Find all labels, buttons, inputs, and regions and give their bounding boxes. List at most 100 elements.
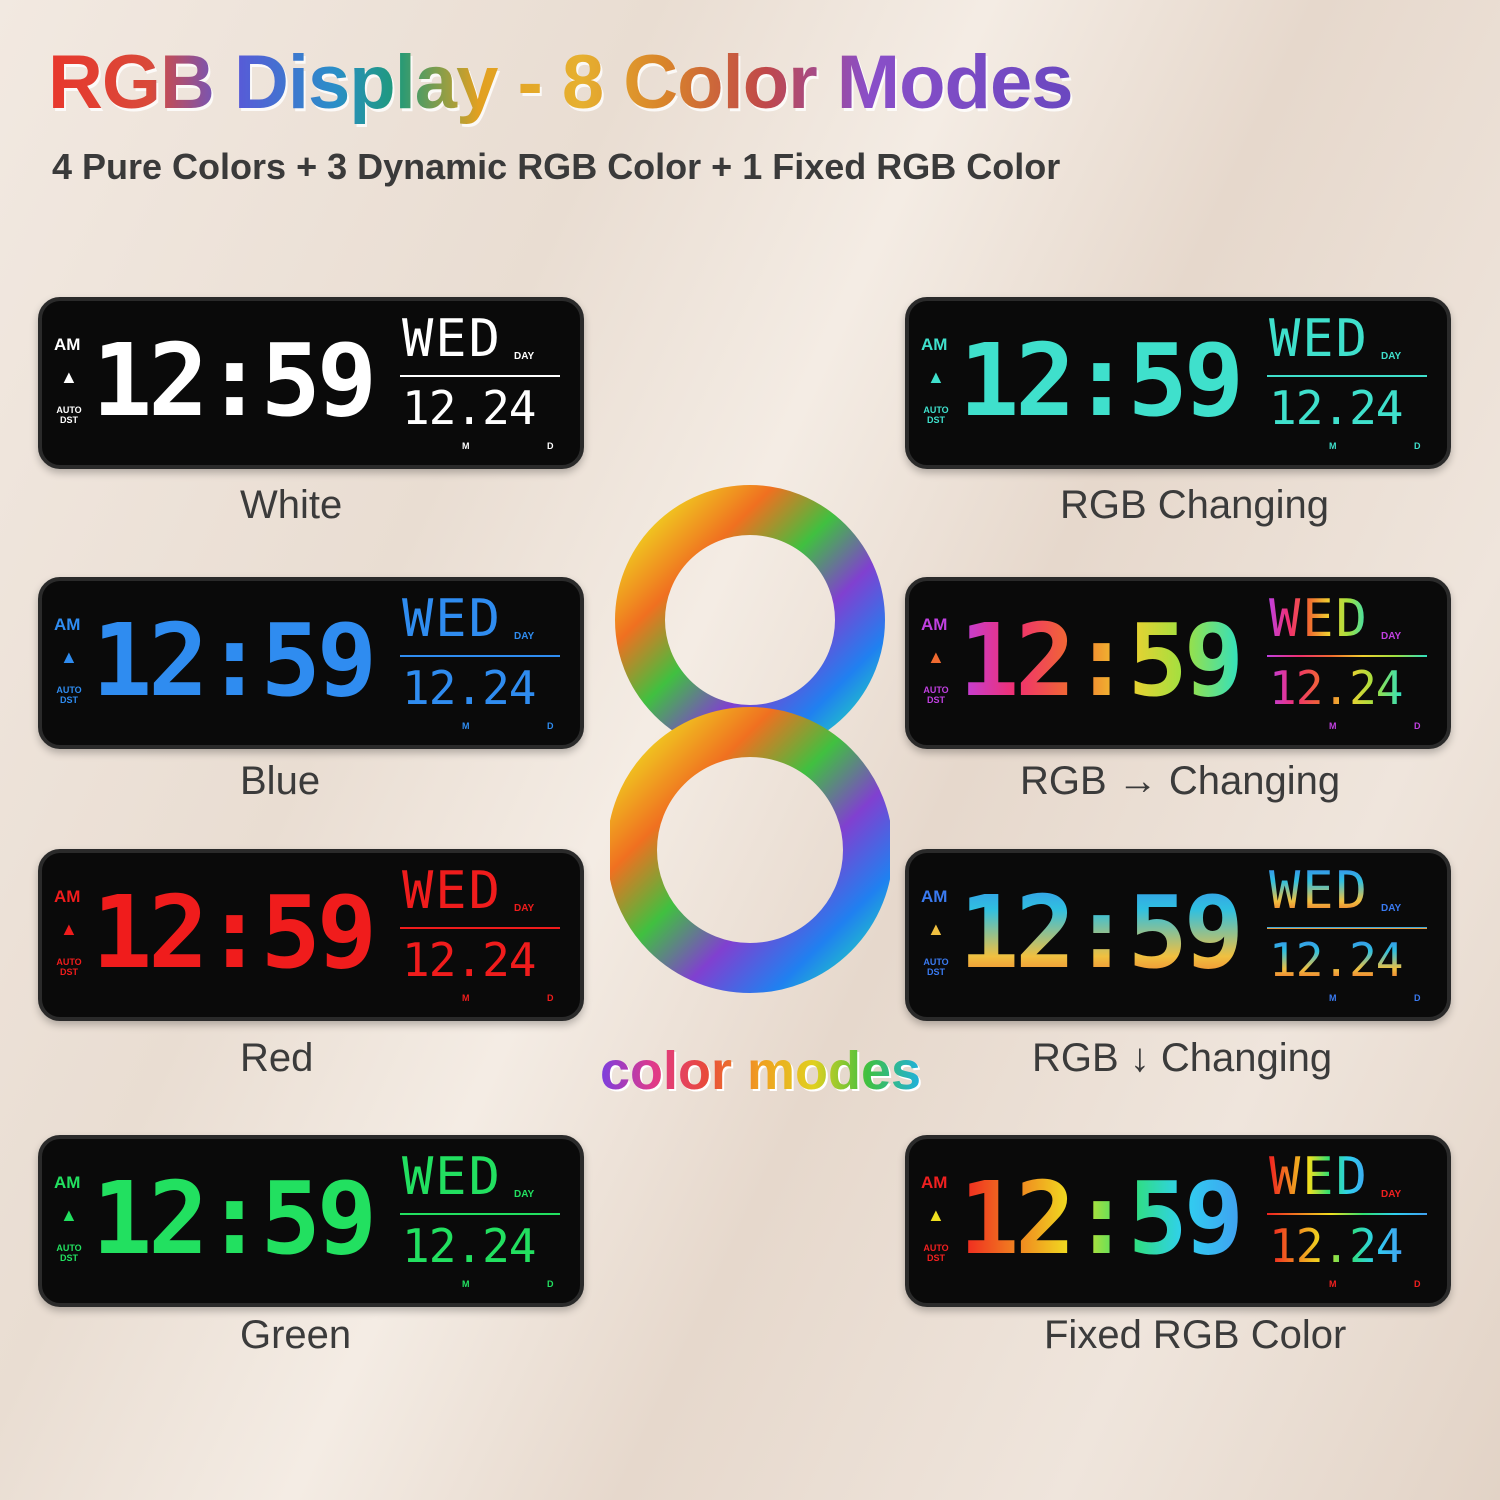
weekday: WED [402,1147,502,1207]
auto-dst-indicator: AUTO DST [56,957,82,977]
day-label: DAY [1381,631,1402,642]
am-indicator: AM [54,887,81,906]
date-digits: 12.24 [402,661,536,715]
divider [1267,927,1427,929]
day-label: DAY [1381,351,1402,362]
clock-display: AM ▲ 12:59 AUTO DST WED DAY 12.24 M D [905,577,1451,749]
alarm-bell-icon: ▲ [927,1205,945,1225]
clock-display: AM ▲ 12:59 AUTO DST WED DAY 12.24 M D [38,1135,584,1307]
alarm-bell-icon: ▲ [60,1205,78,1225]
month-label: M [1329,1279,1337,1289]
auto-dst-indicator: AUTO DST [56,405,82,425]
date-label: D [547,441,554,451]
date-label: D [547,721,554,731]
divider [400,927,560,929]
date-label: D [1414,721,1421,731]
month-label: M [1329,993,1337,1003]
weekday: WED [1269,309,1369,369]
month-label: M [462,721,470,731]
month-label: M [1329,441,1337,451]
time-digits: 12:59 [959,863,1244,1003]
weekday: WED [402,309,502,369]
weekday: WED [1269,861,1369,921]
mode-label: Fixed RGB Color [1044,1313,1347,1357]
day-label: DAY [1381,1189,1402,1200]
am-indicator: AM [921,1173,948,1192]
am-indicator: AM [54,615,81,634]
am-indicator: AM [921,335,948,354]
auto-dst-indicator: AUTO DST [923,957,949,977]
time-digits: 12:59 [92,874,377,991]
clock-display: AM ▲ 12:59 AUTO DST WED DAY 12.24 M D [905,297,1451,469]
date-digits: 12.24 [1269,933,1403,987]
divider [400,1213,560,1215]
eight-color-modes-icon [610,485,890,993]
date-digits: 12.24 [1269,1219,1403,1273]
divider [400,655,560,657]
month-label: M [1329,721,1337,731]
weekday: WED [402,589,502,649]
clock-display: AM ▲ 12:59 AUTO DST WED DAY 12.24 M D [38,577,584,749]
divider [1267,1213,1427,1215]
alarm-bell-icon: ▲ [60,919,78,939]
mode-label: RGB ↓ Changing [1032,1036,1333,1080]
am-indicator: AM [921,887,948,906]
time-digits: 12:59 [92,1160,377,1277]
time-digits: 12:59 [959,1149,1244,1289]
date-digits: 12.24 [402,933,536,987]
auto-dst-indicator: AUTO DST [923,1243,949,1263]
mode-label: Red [240,1036,314,1080]
weekday: WED [1269,589,1369,649]
day-label: DAY [514,351,535,362]
divider [1267,655,1427,657]
month-label: M [462,993,470,1003]
am-indicator: AM [54,335,81,354]
alarm-bell-icon: ▲ [927,647,945,667]
date-label: D [547,993,554,1003]
clock-display: AM ▲ 12:59 AUTO DST WED DAY 12.24 M D [905,849,1451,1021]
weekday: WED [402,861,502,921]
mode-label: Green [240,1313,352,1357]
clock-display: AM ▲ 12:59 AUTO DST WED DAY 12.24 M D [905,1135,1451,1307]
date-label: D [1414,1279,1421,1289]
auto-dst-indicator: AUTO DST [923,405,949,425]
mode-label: White [240,483,343,527]
auto-dst-indicator: AUTO DST [56,1243,82,1263]
date-label: D [1414,993,1421,1003]
mode-label: Blue [240,759,321,803]
month-label: M [462,441,470,451]
alarm-bell-icon: ▲ [60,647,78,667]
day-label: DAY [514,903,535,914]
time-digits: 12:59 [92,602,377,719]
date-digits: 12.24 [402,381,536,435]
alarm-bell-icon: ▲ [927,919,945,939]
date-digits: 12.24 [1269,381,1403,435]
divider [1267,375,1427,377]
divider [400,375,560,377]
mode-label: RGB Changing [1060,483,1330,527]
am-indicator: AM [54,1173,81,1192]
day-label: DAY [514,1189,535,1200]
day-label: DAY [1381,903,1402,914]
clock-display: AM ▲ 12:59 AUTO DST WED DAY 12.24 M D [38,297,584,469]
auto-dst-indicator: AUTO DST [923,685,949,705]
time-digits: 12:59 [92,322,377,439]
color-modes-caption: color modes [600,1041,922,1101]
date-label: D [547,1279,554,1289]
clock-display: AM ▲ 12:59 AUTO DST WED DAY 12.24 M D [38,849,584,1021]
auto-dst-indicator: AUTO DST [56,685,82,705]
weekday: WED [1269,1147,1369,1207]
date-digits: 12.24 [402,1219,536,1273]
mode-label: RGB → Changing [1020,759,1341,803]
date-label: D [1414,441,1421,451]
time-digits: 12:59 [959,591,1244,731]
month-label: M [462,1279,470,1289]
time-digits: 12:59 [959,322,1244,439]
date-digits: 12.24 [1269,661,1403,715]
day-label: DAY [514,631,535,642]
page-subtitle: 4 Pure Colors + 3 Dynamic RGB Color + 1 … [52,146,1061,187]
page-title: RGB Display - 8 Color Modes [48,38,1073,128]
alarm-bell-icon: ▲ [60,367,78,387]
am-indicator: AM [921,615,948,634]
alarm-bell-icon: ▲ [927,367,945,387]
